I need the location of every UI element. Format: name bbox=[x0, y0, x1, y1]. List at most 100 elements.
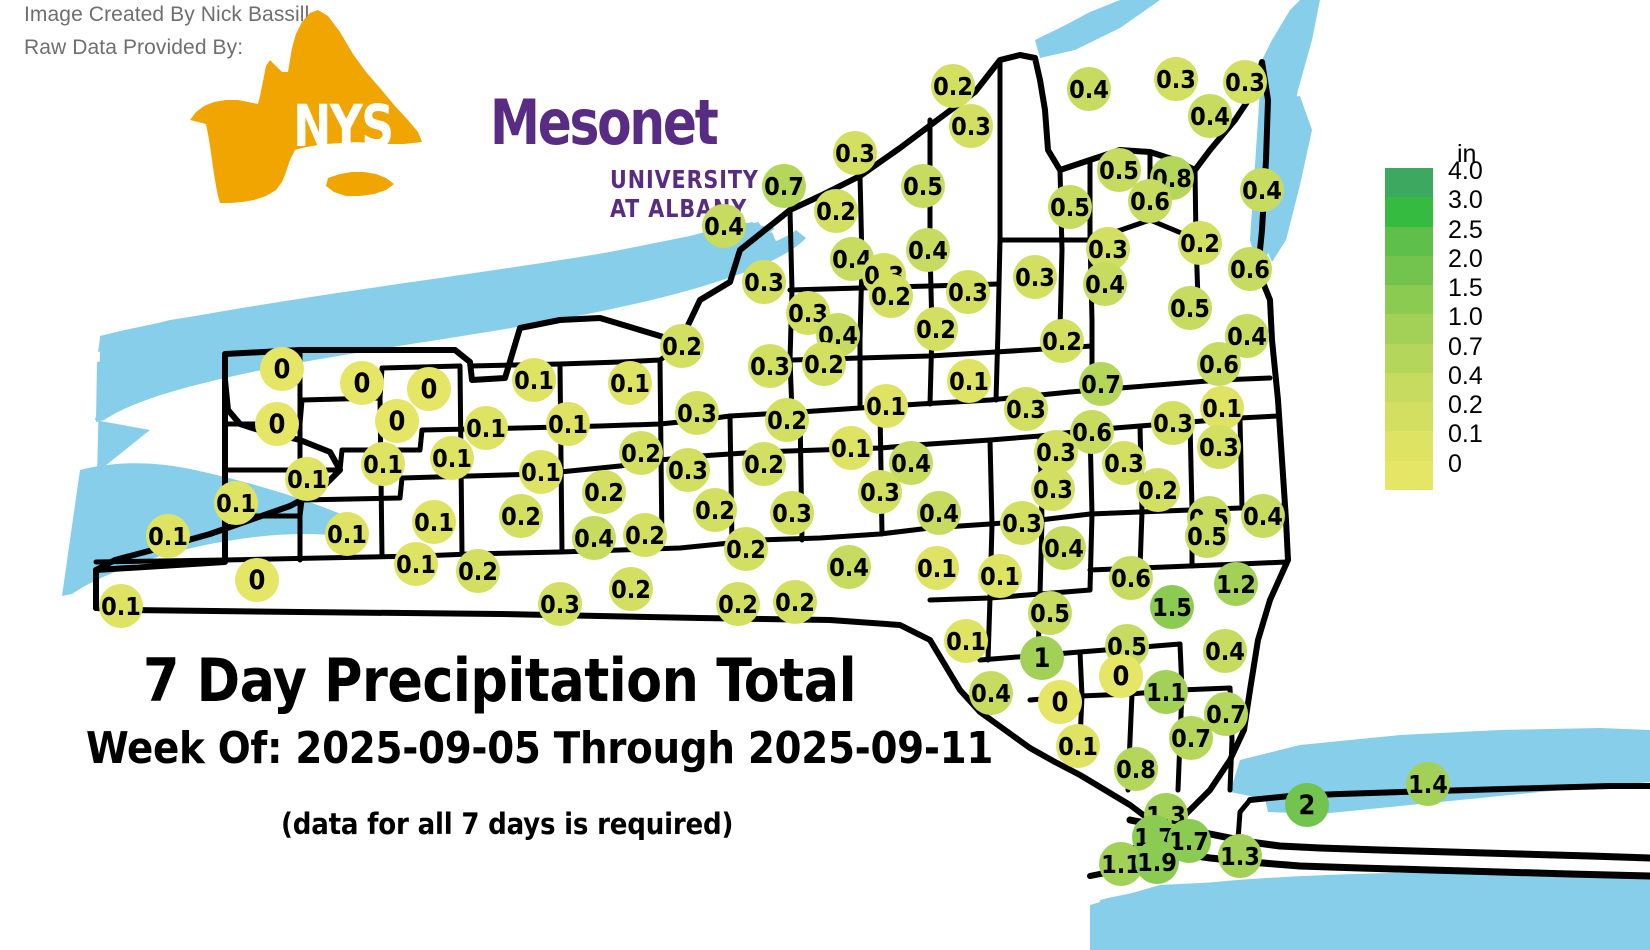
legend-color-swatch bbox=[1385, 168, 1433, 198]
station-precip-marker: 1.9 bbox=[1135, 840, 1179, 884]
station-precip-marker: 0.2 bbox=[660, 324, 704, 368]
station-precip-marker: 0.4 bbox=[917, 491, 961, 535]
map-note: (data for all 7 days is required) bbox=[281, 807, 734, 841]
credit-line-author: Image Created By Nick Bassill bbox=[24, 3, 310, 26]
station-precip-marker: 0.1 bbox=[361, 442, 405, 486]
station-precip-marker: 0.5 bbox=[1185, 514, 1229, 558]
legend-color-swatch bbox=[1385, 372, 1433, 403]
station-precip-marker: 0.3 bbox=[858, 470, 902, 514]
station-precip-marker: 0.3 bbox=[748, 344, 792, 388]
station-precip-marker: 0.1 bbox=[608, 361, 652, 405]
station-precip-marker: 0.4 bbox=[1042, 526, 1086, 570]
station-precip-marker: 1.3 bbox=[1218, 834, 1262, 878]
station-precip-marker: 0.1 bbox=[864, 384, 908, 428]
legend-color-swatch bbox=[1385, 285, 1433, 315]
new-york-state-silhouette-icon bbox=[190, 10, 422, 203]
station-precip-marker: 0.1 bbox=[99, 584, 143, 628]
station-precip-marker: 0.4 bbox=[702, 204, 746, 248]
station-precip-marker: 0.3 bbox=[742, 260, 786, 304]
legend-color-swatch bbox=[1385, 431, 1433, 461]
legend-color-swatch bbox=[1385, 402, 1433, 432]
station-precip-marker: 1.7 bbox=[1167, 819, 1211, 863]
station-precip-marker: 0.3 bbox=[949, 104, 993, 148]
station-precip-marker: 1.2 bbox=[1214, 562, 1258, 606]
station-precip-marker: 0.3 bbox=[1013, 255, 1057, 299]
station-precip-marker: 0.6 bbox=[1128, 179, 1172, 223]
station-precip-marker: 0.2 bbox=[716, 582, 760, 626]
station-precip-marker: 0.1 bbox=[512, 358, 556, 402]
station-precip-marker: 1.1 bbox=[1099, 842, 1143, 886]
station-precip-marker: 0.4 bbox=[1188, 94, 1232, 138]
station-precip-marker: 0.2 bbox=[693, 488, 737, 532]
legend-color-swatch bbox=[1385, 343, 1433, 373]
station-precip-marker: 0.4 bbox=[1083, 262, 1127, 306]
station-precip-marker: 0.6 bbox=[1109, 556, 1153, 600]
station-precip-marker: 0.3 bbox=[1151, 401, 1195, 445]
station-precip-marker: 0.7 bbox=[1204, 692, 1248, 736]
station-precip-marker: 0.1 bbox=[285, 457, 329, 501]
legend-color-swatch bbox=[1385, 197, 1433, 227]
legend-color-swatch bbox=[1385, 255, 1433, 286]
station-precip-marker: 0.2 bbox=[724, 527, 768, 571]
station-precip-marker: 0.1 bbox=[412, 500, 456, 544]
station-precip-marker: 0.2 bbox=[802, 342, 846, 386]
legend-tick-label: 1.5 bbox=[1448, 274, 1483, 303]
legend-tick-label: 0.7 bbox=[1448, 332, 1483, 361]
station-precip-marker: 0.4 bbox=[572, 516, 616, 560]
station-precip-marker: 0.3 bbox=[1154, 57, 1198, 101]
map-title: 7 Day Precipitation Total bbox=[143, 646, 857, 716]
station-precip-marker: 0 bbox=[255, 402, 299, 446]
station-precip-marker: 0.1 bbox=[947, 359, 991, 403]
station-precip-marker: 0.1 bbox=[944, 619, 988, 663]
station-precip-marker: 0.1 bbox=[915, 546, 959, 590]
station-precip-marker: 0.1 bbox=[430, 436, 474, 480]
station-precip-marker: 0.3 bbox=[1031, 467, 1075, 511]
station-precip-marker: 0.3 bbox=[1004, 387, 1048, 431]
station-precip-marker: 1.4 bbox=[1406, 762, 1450, 806]
logo-text-mesonet: Mesonet bbox=[490, 86, 719, 159]
station-precip-marker: 0.3 bbox=[675, 391, 719, 435]
credit-line-data-source: Raw Data Provided By: bbox=[24, 36, 244, 59]
station-precip-marker: 0.1 bbox=[214, 481, 258, 525]
legend-tick-label: 2.5 bbox=[1448, 215, 1483, 244]
station-precip-marker: 0.1 bbox=[464, 406, 508, 450]
station-precip-marker: 0 bbox=[235, 558, 279, 602]
station-precip-marker: 0 bbox=[1099, 654, 1143, 698]
station-precip-marker: 0.2 bbox=[765, 398, 809, 442]
station-precip-marker: 0.2 bbox=[619, 431, 663, 475]
legend-tick-label: 1.0 bbox=[1448, 303, 1483, 332]
station-precip-marker: 0.4 bbox=[1203, 629, 1247, 673]
station-precip-marker: 0.1 bbox=[519, 450, 563, 494]
station-precip-marker: 0.3 bbox=[1223, 60, 1267, 104]
station-precip-marker: 0.3 bbox=[1086, 227, 1130, 271]
station-precip-marker: 0.2 bbox=[1136, 468, 1180, 512]
station-precip-marker: 0.2 bbox=[499, 494, 543, 538]
station-precip-marker: 0 bbox=[1038, 680, 1082, 724]
station-precip-marker: 0.4 bbox=[969, 671, 1013, 715]
legend-color-swatch bbox=[1385, 460, 1433, 490]
station-precip-marker: 0 bbox=[407, 367, 451, 411]
station-precip-marker: 0 bbox=[375, 399, 419, 443]
station-precip-marker: 0.4 bbox=[1241, 494, 1285, 538]
legend-tick-label: 0.2 bbox=[1448, 391, 1483, 420]
station-precip-marker: 0.1 bbox=[829, 426, 873, 470]
station-precip-marker: 2 bbox=[1285, 783, 1329, 827]
station-precip-marker: 0.3 bbox=[1000, 501, 1044, 545]
station-precip-marker: 0.4 bbox=[1240, 168, 1284, 212]
legend-tick-label: 2.0 bbox=[1448, 244, 1483, 273]
station-precip-marker: 0.1 bbox=[978, 554, 1022, 598]
station-precip-marker: 0.3 bbox=[770, 491, 814, 535]
station-precip-marker: 0.4 bbox=[1067, 67, 1111, 111]
station-precip-marker: 0.1 bbox=[1200, 386, 1244, 430]
station-precip-marker: 0.2 bbox=[931, 64, 975, 108]
legend-colorbar bbox=[1385, 168, 1433, 490]
station-precip-marker: 0.2 bbox=[869, 274, 913, 318]
station-precip-marker: 0.4 bbox=[906, 228, 950, 272]
station-precip-marker: 0.2 bbox=[914, 307, 958, 351]
station-precip-marker: 0.4 bbox=[827, 545, 871, 589]
station-precip-marker: 0.2 bbox=[1178, 221, 1222, 265]
station-precip-marker: 0 bbox=[260, 347, 304, 391]
station-precip-marker: 0.2 bbox=[773, 580, 817, 624]
